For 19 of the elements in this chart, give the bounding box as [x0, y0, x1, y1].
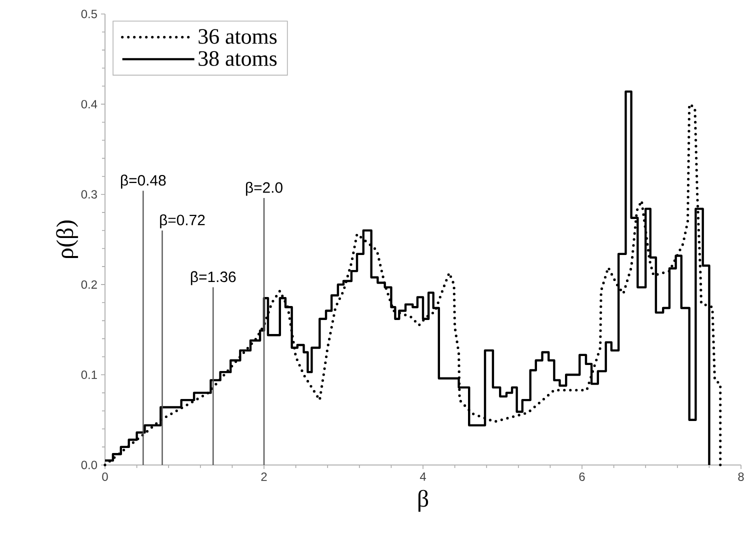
- x-axis-title: β: [418, 490, 428, 512]
- y-tick-label: 0.3: [81, 190, 97, 199]
- ref-line-label: β=2.0: [246, 182, 282, 196]
- y-tick-label: 0.1: [81, 370, 97, 380]
- y-tick-label: 0.5: [81, 10, 97, 18]
- y-tick-label: 0.2: [81, 280, 97, 289]
- x-tick-label: 8: [738, 472, 744, 481]
- y-axis-title: ρ(β): [56, 220, 78, 258]
- legend-label: 38 atoms: [198, 51, 277, 66]
- ref-line-label: β=1.36: [190, 271, 236, 286]
- y-tick-label: 0.0: [81, 460, 98, 470]
- x-tick-label: 4: [420, 472, 426, 481]
- legend-label: 36 atoms: [198, 29, 277, 44]
- x-tick-label: 0: [102, 472, 108, 481]
- y-tick-label: 0.4: [81, 100, 98, 108]
- x-tick-label: 6: [579, 472, 585, 481]
- ref-line-label: β=0.72: [160, 214, 205, 228]
- ref-line-label: β=0.48: [120, 174, 166, 189]
- x-tick-label: 2: [261, 472, 267, 481]
